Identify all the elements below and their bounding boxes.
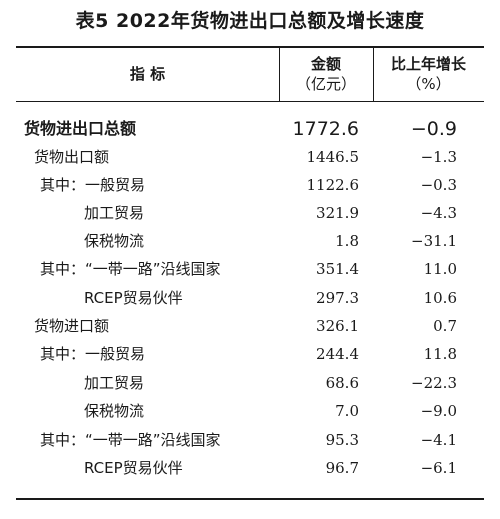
row-growth: −6.1: [420, 459, 457, 477]
table-row: 加工贸易 321.9 −4.3: [16, 199, 484, 227]
row-growth: −4.3: [420, 204, 457, 222]
row-amount: 68.6: [325, 374, 359, 392]
row-label: 保税物流: [84, 402, 145, 420]
table-row: 加工贸易 68.6 −22.3: [16, 369, 484, 397]
row-label: RCEP贸易伙伴: [84, 459, 183, 477]
row-growth: −0.3: [420, 176, 457, 194]
row-label: 其中：“一带一路”沿线国家: [40, 431, 221, 449]
row-label: 其中：一般贸易: [40, 345, 146, 363]
row-amount: 1772.6: [292, 118, 359, 140]
row-growth: 11.0: [423, 260, 457, 278]
table-row: RCEP贸易伙伴 297.3 10.6: [16, 284, 484, 312]
row-label: 货物进出口总额: [24, 119, 137, 138]
row-amount: 244.4: [316, 345, 359, 363]
row-amount: 297.3: [316, 289, 359, 307]
header-growth-label: 比上年增长: [390, 55, 466, 73]
table-row: 货物进出口总额 1772.6 −0.9: [16, 115, 484, 143]
row-growth: −0.9: [410, 118, 457, 140]
row-growth: −31.1: [411, 232, 457, 250]
table-row: 货物进口额 326.1 0.7: [16, 312, 484, 340]
row-amount: 326.1: [316, 317, 359, 335]
header-amount-unit: （亿元）: [295, 75, 356, 93]
header-divider: [373, 48, 374, 101]
table-row: 其中：一般贸易 1122.6 −0.3: [16, 171, 484, 199]
row-amount: 7.0: [335, 402, 359, 420]
row-label: 加工贸易: [84, 374, 145, 392]
row-growth: −4.1: [420, 431, 457, 449]
row-label: 保税物流: [84, 232, 145, 250]
header-amount-label: 金额: [310, 55, 341, 73]
table-row: 其中：“一带一路”沿线国家 351.4 11.0: [16, 255, 484, 283]
table-row: 保税物流 7.0 −9.0: [16, 397, 484, 425]
row-amount: 351.4: [316, 260, 359, 278]
row-label: 货物出口额: [34, 148, 110, 166]
row-label: RCEP贸易伙伴: [84, 289, 183, 307]
bottom-rule: [16, 498, 484, 500]
header-indicator: 指 标: [129, 65, 166, 83]
row-growth: −1.3: [420, 148, 457, 166]
row-amount: 1122.6: [306, 176, 360, 194]
row-label: 其中：一般贸易: [40, 176, 146, 194]
row-amount: 1.8: [335, 232, 359, 250]
row-growth: 10.6: [423, 289, 457, 307]
row-growth: 0.7: [433, 317, 457, 335]
header-growth: 比上年增长 （%）: [373, 54, 484, 94]
row-growth: −9.0: [420, 402, 457, 420]
header-amount: 金额 （亿元）: [279, 54, 373, 94]
table-row: 其中：“一带一路”沿线国家 95.3 −4.1: [16, 426, 484, 454]
top-rule: [16, 46, 484, 48]
row-growth: 11.8: [423, 345, 457, 363]
row-label: 加工贸易: [84, 204, 145, 222]
row-amount: 321.9: [316, 204, 359, 222]
header-rule: [16, 101, 484, 102]
row-amount: 1446.5: [306, 148, 360, 166]
table-row: 其中：一般贸易 244.4 11.8: [16, 340, 484, 368]
table-row: 货物出口额 1446.5 −1.3: [16, 143, 484, 171]
row-amount: 95.3: [325, 431, 359, 449]
row-amount: 96.7: [325, 459, 359, 477]
table-row: RCEP贸易伙伴 96.7 −6.1: [16, 454, 484, 482]
row-growth: −22.3: [411, 374, 457, 392]
table-row: 保税物流 1.8 −31.1: [16, 227, 484, 255]
row-label: 货物进口额: [34, 317, 110, 335]
header-divider: [279, 48, 280, 101]
header-growth-unit: （%）: [406, 75, 451, 93]
row-label: 其中：“一带一路”沿线国家: [40, 260, 221, 278]
table-title: 表5 2022年货物进出口总额及增长速度: [75, 10, 425, 32]
